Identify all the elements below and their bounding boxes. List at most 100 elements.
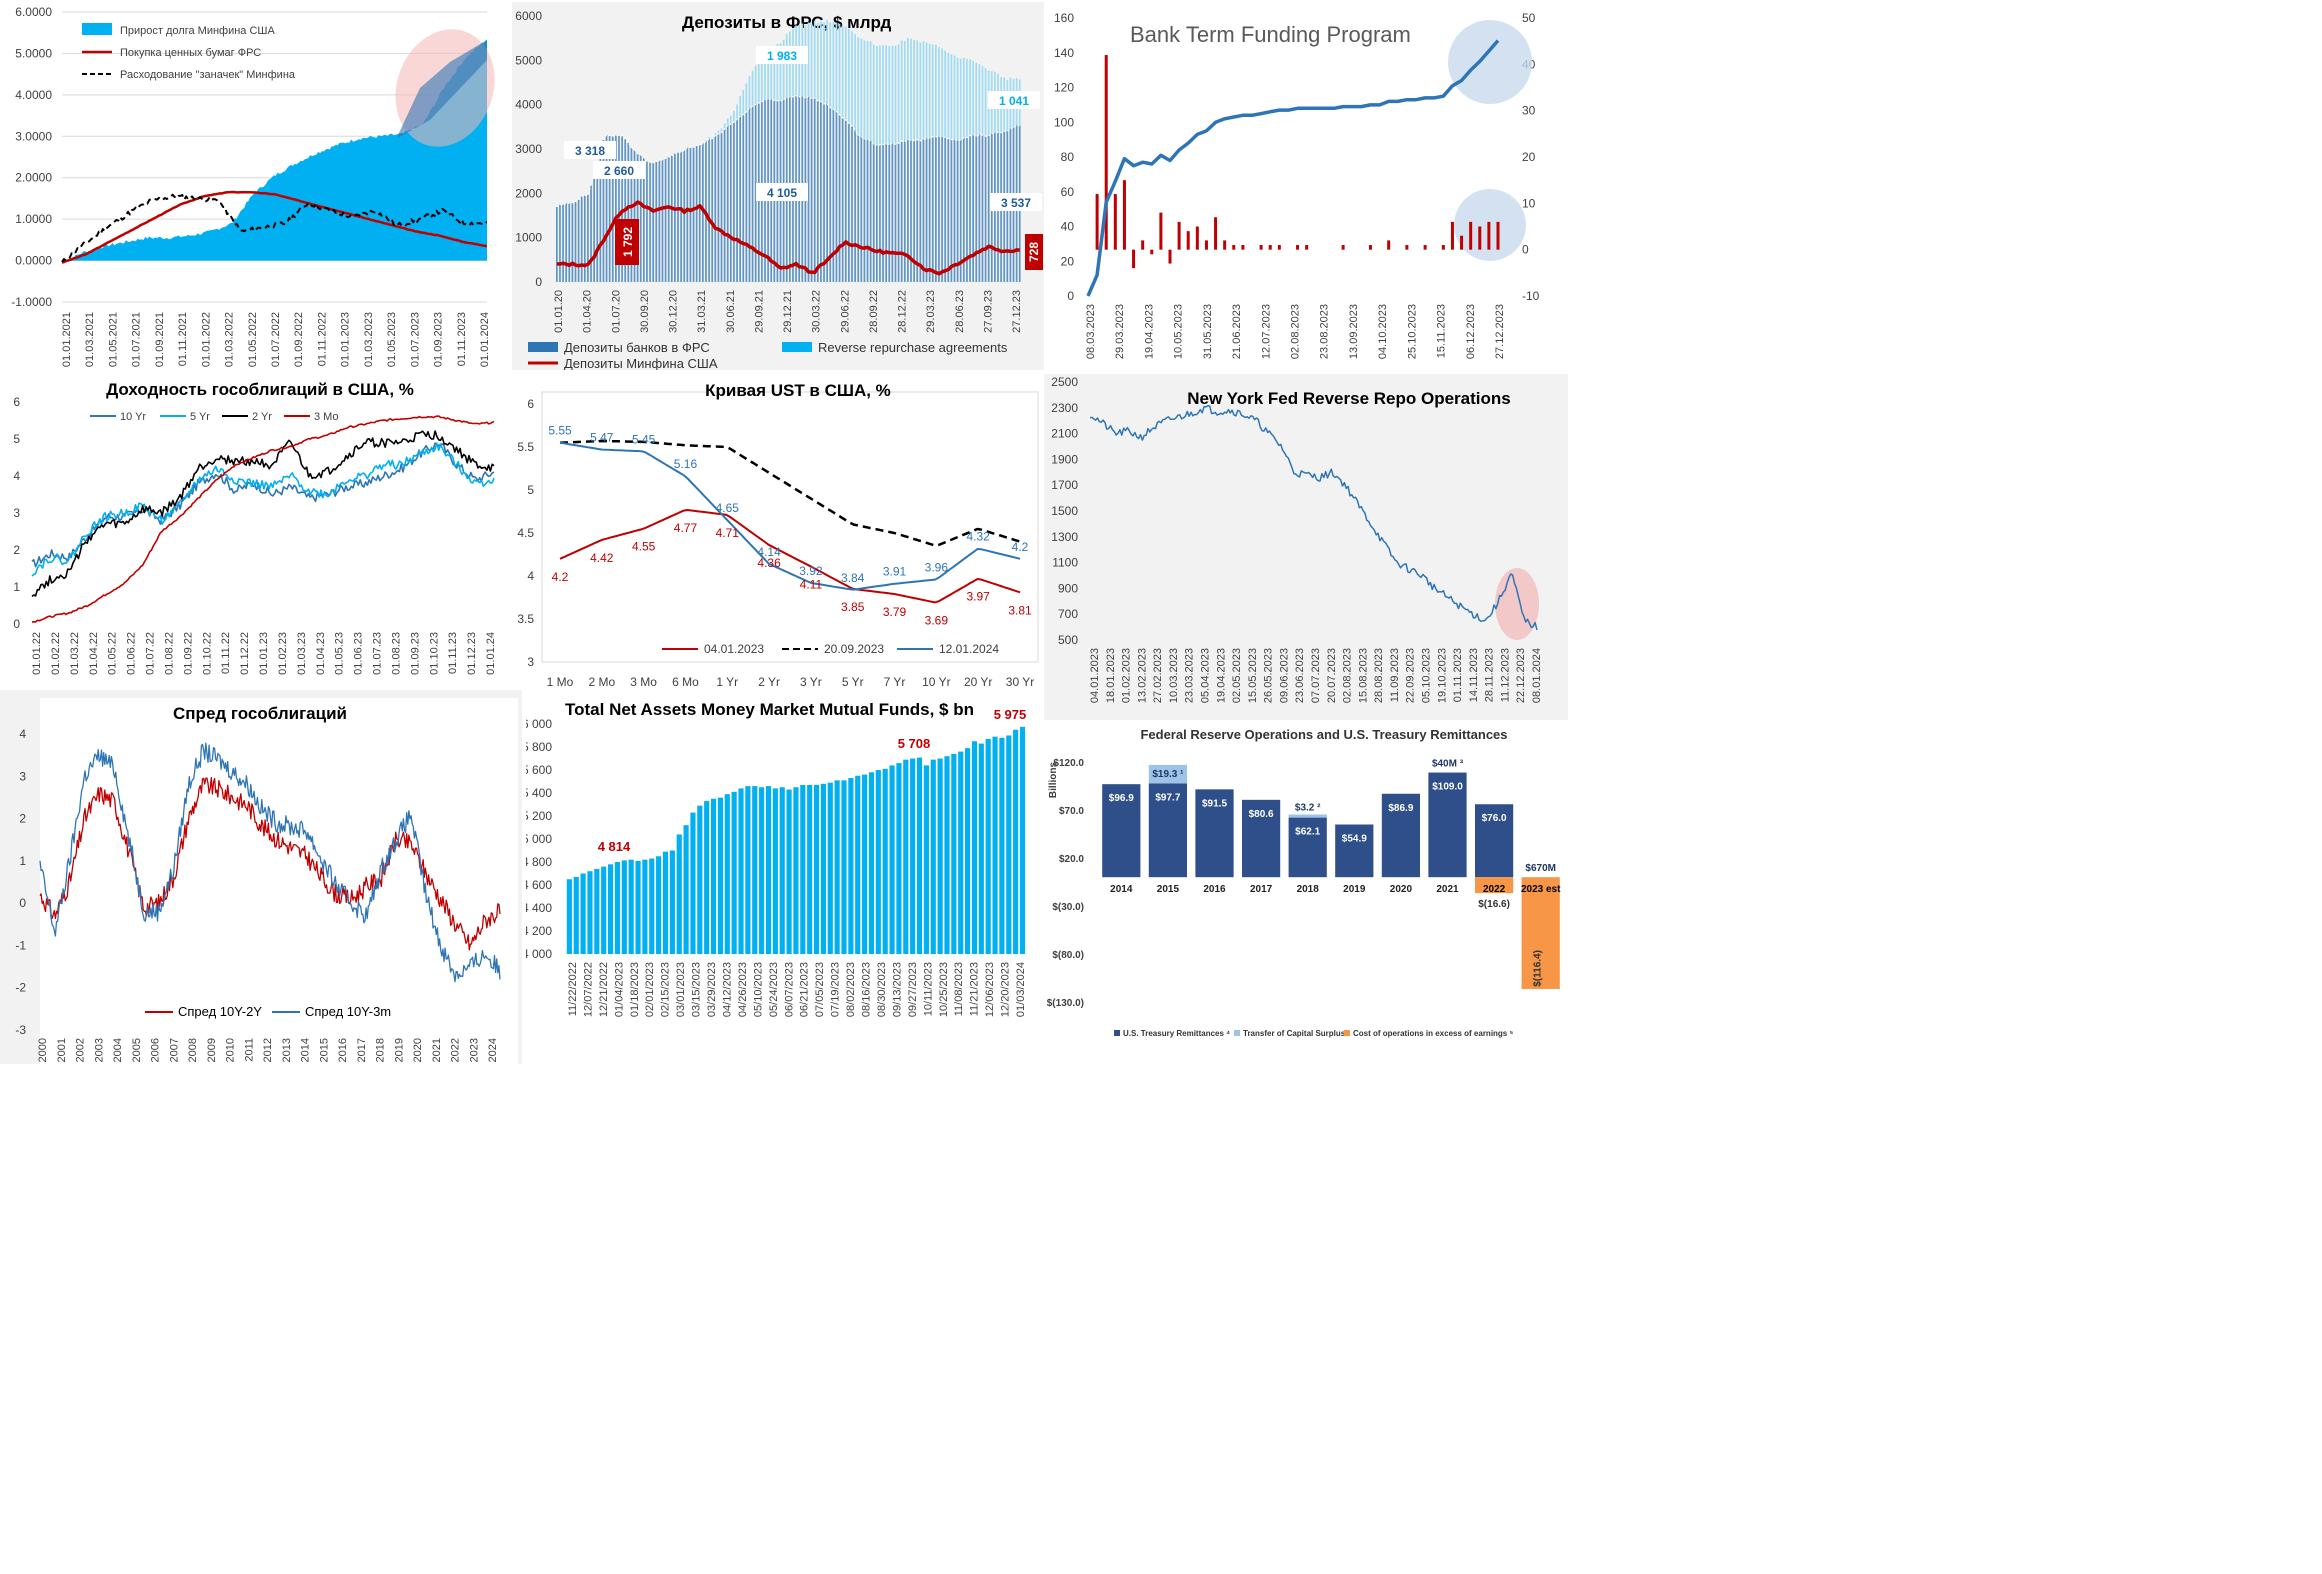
remittance-bar [1241,799,1281,878]
y-tick-label: 1700 [1051,478,1078,492]
legend-swatch [1344,1030,1350,1036]
rrp-bar [770,46,773,100]
mmf-bar [800,784,806,954]
y-tick-label: 4.5 [517,526,534,540]
x-tick-label: 07/19/2023 [830,962,842,1017]
bank-deposit-bar [702,143,704,282]
y-tick-label: 140 [1054,46,1074,60]
x-tick-label: 26.05.2023 [1263,648,1275,703]
bank-deposit-bar [661,159,664,282]
mmf-bar [786,789,792,954]
mmf-bar [930,759,936,954]
rrp-bar [705,140,707,142]
x-tick-label: 03/15/2023 [691,962,703,1017]
rrp-bar [885,45,888,145]
rrp-bar [972,60,975,135]
x-tick-label: 2019 [393,1038,405,1062]
x-tick-label: 01.07.2023 [409,312,421,367]
x-category-label: 2023 est [1521,884,1561,895]
x-tick-label: 01.04.22 [88,632,100,675]
rrp-bar [922,41,925,140]
panel-fed-deposits: 0 1000 2000 3000 4000 5000 6000 Депозиты в ФРС,… [512,2,1044,370]
rrp-bar [776,43,779,101]
mmf-bar [614,862,621,954]
mmf-bar [1019,726,1026,954]
bar-value-label: $54.9 [1342,833,1367,844]
x-tick-label: 01.08.22 [163,632,175,675]
rrp-bar [941,48,943,138]
bank-deposit-bar [655,162,658,282]
bank-deposit-bar [869,140,872,282]
x-tick-label: 2020 [412,1038,424,1062]
rrp-bar [882,45,884,145]
chart-title: Federal Reserve Operations and U.S. Trea… [1140,727,1507,742]
mmf-bar [958,751,964,954]
legend-label: 5 Yr [190,411,210,423]
weekly-change-bar [1223,240,1227,250]
rrp-bar [739,96,742,117]
weekly-change-bar [1478,226,1482,250]
x-tick-label: 01.11.22 [220,632,232,674]
bank-deposit-bar [888,144,891,282]
bank-deposit-bar [841,117,844,282]
y-tick-label: 4000 [515,98,542,112]
x-category-label: 2019 [1343,884,1366,895]
red-point-label: 4.42 [590,551,614,565]
x-tick-label: 21.06.2023 [1231,304,1243,359]
bar-value-label: $80.6 [1249,809,1274,820]
bank-deposit-bar [708,138,710,282]
x-category-label: 30 Yr [1006,675,1034,689]
bank-deposit-bar [670,155,673,282]
x-tick-label: 2014 [300,1038,312,1062]
bank-deposit-bar [972,134,975,282]
fed-deposits-svg: 0 1000 2000 3000 4000 5000 6000 Депозиты в ФРС,… [515,9,1043,370]
weekly-change-bar [1305,245,1309,250]
bar-value-label: $97.7 [1155,792,1180,803]
rrp-bar [872,44,875,145]
bank-deposit-bar [938,136,940,282]
mmf-bar [841,780,847,954]
bank-deposit-bar [885,144,888,282]
x-tick-label: 2002 [75,1038,87,1062]
bank-deposit-bar [723,128,726,282]
bank-deposit-bar [621,136,623,282]
bank-deposit-bar [860,136,863,282]
x-tick-label: 30.06.21 [725,290,737,333]
x-tick-label: 28.11.2023 [1484,648,1496,702]
rrp-bar [888,46,891,145]
capital-surplus-bar [1148,764,1188,784]
rrp-bar [751,70,754,107]
bank-deposit-bar [844,120,847,282]
rrp-bar [736,104,738,120]
legend-swatch [782,342,812,352]
bank-deposit-bar [630,147,633,282]
bank-deposit-bar [832,109,835,282]
x-tick-label: 01.05.2023 [386,312,398,367]
x-tick-label: 29.03.2023 [1114,304,1126,359]
mmf-bar [690,812,696,954]
x-tick-label: 05/10/2023 [752,962,764,1017]
rrp-bar [785,34,788,98]
x-tick-label: 11.12.2023 [1499,648,1511,702]
x-tick-label: 2004 [112,1038,124,1062]
mmf-bar [807,784,813,954]
y-tick-label: 4 [527,569,534,583]
y-tick-label: 20 [1061,254,1075,268]
weekly-change-bar [1277,245,1281,250]
y-tick-label: 2000 [515,186,542,200]
rrp-bar [742,90,745,115]
mmf-bar [848,778,854,954]
y-tick-label: 4 200 [526,924,552,938]
mmf-bar [587,871,593,954]
x-tick-label: 01.05.22 [107,632,119,675]
bank-deposit-bar [751,106,754,282]
rrp-bar [935,45,937,137]
x-tick-label: 09.06.2023 [1278,648,1290,703]
remittance-bar [1288,817,1327,878]
y-tick-label: 1 [19,854,26,868]
y-tick-label: 6 [527,397,534,411]
x-tick-label: 02.08.2023 [1290,304,1302,359]
yield-line-2 [31,430,495,598]
rrp-bar [966,58,968,138]
